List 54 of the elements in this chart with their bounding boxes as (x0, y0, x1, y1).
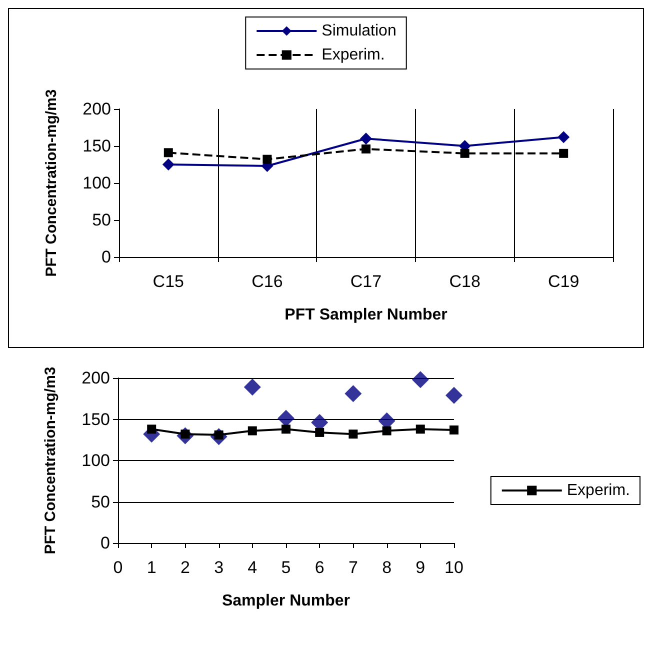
y-tick-label: 50 (92, 210, 111, 230)
point (416, 424, 425, 434)
y-axis-title: PFT Concentration-mg/m3 (43, 89, 60, 277)
point (147, 424, 156, 434)
point (278, 410, 294, 427)
point (460, 148, 470, 158)
point (559, 148, 568, 158)
point (248, 426, 257, 436)
x-tick-label: 2 (180, 558, 190, 577)
point (450, 425, 458, 434)
x-tick-label: C18 (449, 272, 480, 291)
x-tick-label: C19 (548, 272, 580, 291)
y-tick-label: 0 (102, 248, 111, 266)
legend-label: Experim. (566, 482, 630, 499)
x-tick-label: 8 (382, 558, 392, 577)
legend-label: Experim. (322, 46, 385, 64)
y-tick-label: 150 (82, 136, 111, 156)
x-tick-label: 10 (444, 558, 464, 577)
point (360, 132, 372, 145)
point (446, 386, 462, 404)
x-tick-label: 3 (214, 558, 224, 577)
x-tick-label: C17 (350, 272, 382, 291)
point (244, 378, 261, 396)
y-tick-label: 200 (82, 368, 110, 388)
y-tick-label: 100 (82, 451, 110, 470)
y-tick-label: 50 (91, 492, 110, 512)
x-tick-label: 7 (348, 558, 358, 577)
y-tick-label: 0 (100, 534, 110, 552)
point (348, 430, 358, 439)
x-tick-label: 6 (314, 558, 324, 577)
point (164, 148, 173, 158)
point (382, 426, 392, 436)
point (344, 385, 362, 402)
x-axis-title: Sampler Number (222, 592, 350, 610)
point (282, 424, 290, 434)
point (558, 131, 570, 144)
x-tick-label: C16 (252, 272, 283, 291)
y-tick-label: 150 (82, 410, 110, 429)
x-tick-label: C15 (152, 272, 184, 291)
x-tick-label: 1 (146, 558, 156, 577)
point (315, 428, 324, 437)
point (162, 158, 174, 170)
point (412, 371, 429, 388)
y-tick-label: 200 (82, 100, 111, 118)
x-tick-label: 9 (416, 558, 426, 577)
x-tick-label: 0 (113, 558, 123, 577)
x-tick-label: 4 (248, 558, 258, 577)
x-tick-label: 5 (281, 558, 291, 577)
y-axis-title: PFT Concentration-mg/m3 (42, 366, 59, 554)
legend-label: Simulation (322, 22, 396, 40)
point (362, 144, 370, 154)
y-tick-label: 100 (82, 174, 111, 192)
x-axis-title: PFT Sampler Number (284, 306, 448, 324)
point (262, 154, 272, 164)
